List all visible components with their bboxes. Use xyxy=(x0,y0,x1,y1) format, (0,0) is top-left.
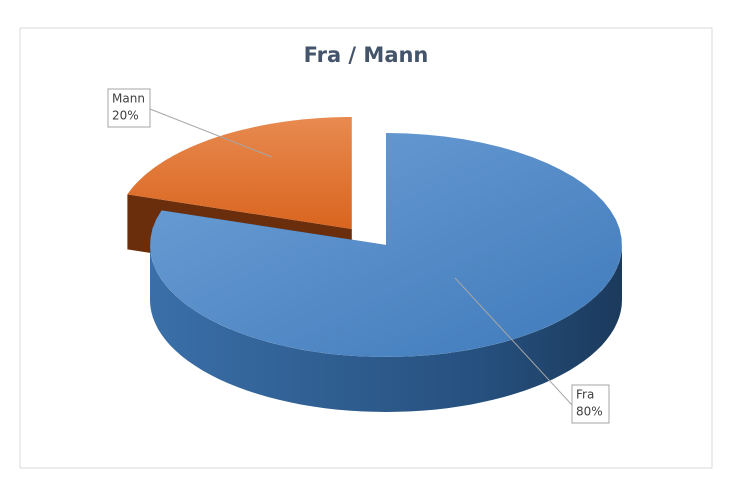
pie-slice xyxy=(127,117,352,229)
slice-wall xyxy=(150,245,622,412)
data-label-category: Mann xyxy=(112,92,145,106)
data-label-value: 80% xyxy=(576,405,603,419)
leader-line xyxy=(149,108,273,158)
data-label-category: Fra xyxy=(576,388,594,402)
data-label-value: 20% xyxy=(112,109,139,123)
leader-line xyxy=(454,277,573,406)
data-label-box xyxy=(571,384,610,424)
pie-slice xyxy=(150,133,622,357)
data-label-box xyxy=(107,88,151,128)
chart-title: Fra / Mann xyxy=(304,43,429,67)
